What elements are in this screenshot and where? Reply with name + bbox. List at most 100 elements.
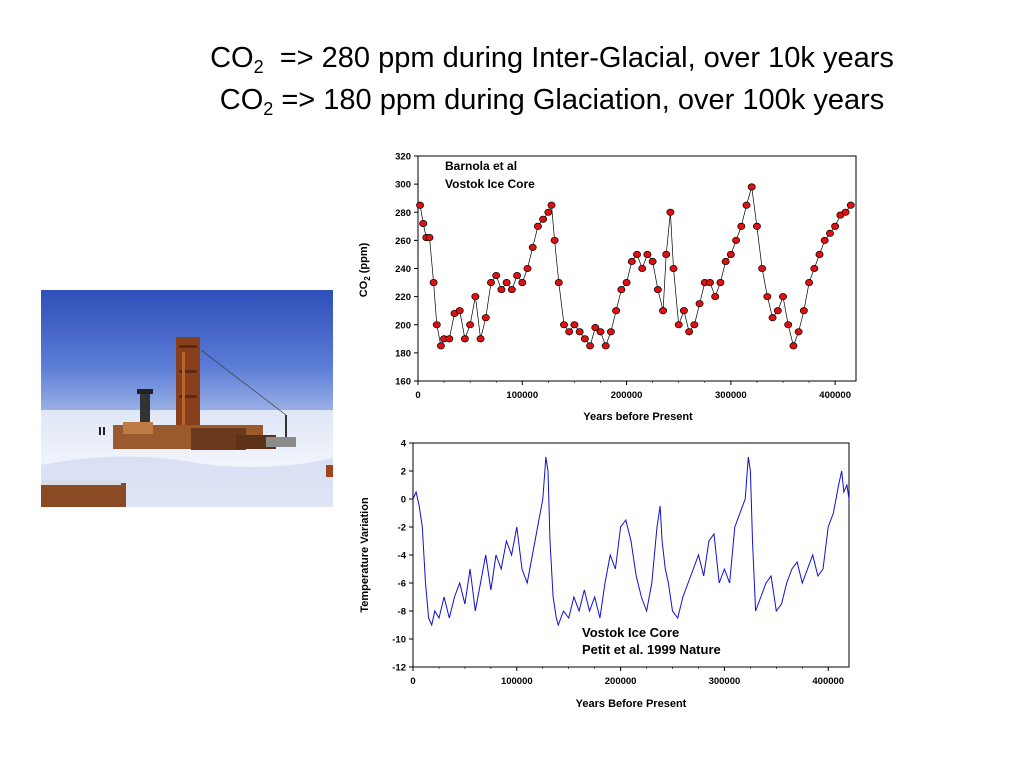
- co2-data-point: [492, 271, 501, 280]
- temp-x-axis-title: Years Before Present: [576, 698, 687, 710]
- main-tower: [176, 337, 200, 437]
- co2-data-point: [487, 279, 495, 287]
- co2-plot-frame: [417, 155, 857, 382]
- co2-y-ticks: 160 180 200 220 240 260 280 300 320: [395, 152, 418, 388]
- y-tick-label: 200: [395, 320, 411, 331]
- co2-annotation-line-1: Barnola et al: [445, 159, 517, 173]
- co2-data-point: [436, 342, 445, 350]
- y-tick-label: 0: [401, 495, 406, 506]
- y-tick-label: 260: [395, 236, 411, 247]
- co2-data-point: [523, 264, 532, 273]
- title1-subscript: 2: [253, 57, 264, 77]
- slide-title-line-2: CO2 => 180 ppm during Glaciation, over 1…: [80, 84, 1024, 119]
- temp-x-ticks: 0 100000 200000 300000 400000: [410, 667, 844, 687]
- co2-data-point: [432, 321, 441, 329]
- co2-data-point: [706, 279, 714, 287]
- co2-data-point: [513, 271, 522, 280]
- x-tick-label: 400000: [812, 676, 844, 687]
- co2-data-point: [445, 335, 454, 343]
- co2-data-point: [497, 286, 506, 294]
- co2-data-point: [679, 307, 688, 315]
- co2-connecting-line: [419, 186, 852, 347]
- slide-title-line-1: CO2 => 280 ppm during Inter-Glacial, ove…: [80, 42, 1024, 77]
- co2-data-point: [466, 321, 475, 329]
- co2-data-point: [846, 201, 855, 209]
- co2-data-point: [544, 208, 553, 216]
- y-tick-label: 320: [395, 152, 411, 163]
- co2-data-point: [825, 229, 834, 237]
- co2-data-point: [455, 307, 464, 315]
- x-tick-label: 0: [415, 390, 420, 401]
- y-tick-label: 280: [395, 208, 411, 219]
- co2-data-point: [471, 293, 480, 301]
- co2-data-point: [648, 257, 657, 266]
- co2-data-point: [758, 264, 767, 273]
- y-tick-label: -6: [398, 579, 406, 590]
- co2-data-point: [690, 321, 699, 329]
- y-tick-label: -8: [398, 607, 406, 618]
- co2-data-point: [669, 264, 678, 273]
- co2-data-point: [575, 328, 584, 336]
- y-tick-label: 4: [401, 439, 407, 450]
- co2-data-point: [627, 257, 636, 266]
- co2-data-point: [560, 321, 568, 329]
- temperature-line: [412, 456, 850, 627]
- co2-data-point: [666, 208, 675, 216]
- foreground-hut: [41, 483, 126, 507]
- co2-ylabel-suffix: (ppm): [358, 242, 370, 276]
- co2-data-point: [425, 234, 434, 242]
- co2-data-point: [721, 257, 730, 266]
- co2-data-point: [810, 264, 819, 273]
- y-tick-label: 240: [395, 264, 411, 275]
- x-tick-label: 200000: [605, 676, 637, 687]
- co2-data-point: [612, 307, 621, 315]
- co2-data-point: [419, 219, 428, 228]
- co2-data-point: [752, 222, 761, 230]
- co2-data-point: [789, 342, 798, 350]
- co2-data-point: [570, 321, 579, 329]
- y-tick-label: -4: [398, 551, 407, 562]
- co2-data-point: [768, 314, 777, 322]
- co2-data-point: [539, 215, 548, 223]
- co2-data-point: [779, 293, 787, 301]
- temp-y-axis-title: Temperature Variation: [359, 497, 371, 613]
- co2-data-point: [416, 201, 425, 209]
- co2-data-point: [711, 293, 720, 301]
- co2-data-point: [606, 328, 615, 336]
- co2-data-point: [622, 279, 631, 287]
- title2-suffix: => 180 ppm during Glaciation, over 100k …: [273, 84, 885, 116]
- co2-data-point: [460, 335, 469, 343]
- x-tick-label: 300000: [709, 676, 741, 687]
- temp-y-ticks: 4 2 0 -2 -4 -6 -8 -10 -12: [392, 439, 413, 674]
- co2-data-point: [685, 328, 694, 336]
- co2-data-point: [580, 335, 589, 343]
- co2-data-point: [507, 286, 516, 294]
- co2-data-point: [820, 236, 829, 244]
- co2-data-point: [502, 279, 511, 287]
- co2-data-point: [591, 324, 600, 332]
- title1-suffix: => 280 ppm during Inter-Glacial, over 10…: [263, 42, 894, 74]
- co2-annotation-line-2: Vostok Ice Core: [445, 177, 535, 191]
- co2-data-point: [773, 307, 782, 315]
- co2-data-point: [617, 286, 626, 294]
- title2-subscript: 2: [263, 99, 274, 119]
- title2-prefix: CO: [219, 84, 264, 116]
- co2-data-point: [481, 314, 490, 322]
- co2-data-point: [726, 250, 735, 258]
- co2-data-point: [586, 342, 595, 350]
- co2-data-point: [429, 279, 438, 287]
- co2-markers: [416, 183, 855, 350]
- co2-data-point: [742, 201, 751, 209]
- x-tick-label: 300000: [715, 390, 747, 401]
- co2-data-point: [815, 250, 824, 258]
- co2-data-point: [596, 328, 605, 336]
- small-tower: [140, 393, 150, 435]
- co2-data-point: [737, 222, 746, 230]
- co2-data-point: [831, 222, 840, 230]
- x-tick-label: 400000: [819, 390, 851, 401]
- co2-data-point: [547, 201, 556, 209]
- x-tick-label: 0: [410, 676, 415, 687]
- temperature-chart: 4 2 0 -2 -4 -6 -8 -10 -12 0 100000 200000 300000 400…: [359, 439, 850, 710]
- co2-ylabel-sub: 2: [363, 276, 372, 281]
- co2-data-point: [633, 250, 641, 258]
